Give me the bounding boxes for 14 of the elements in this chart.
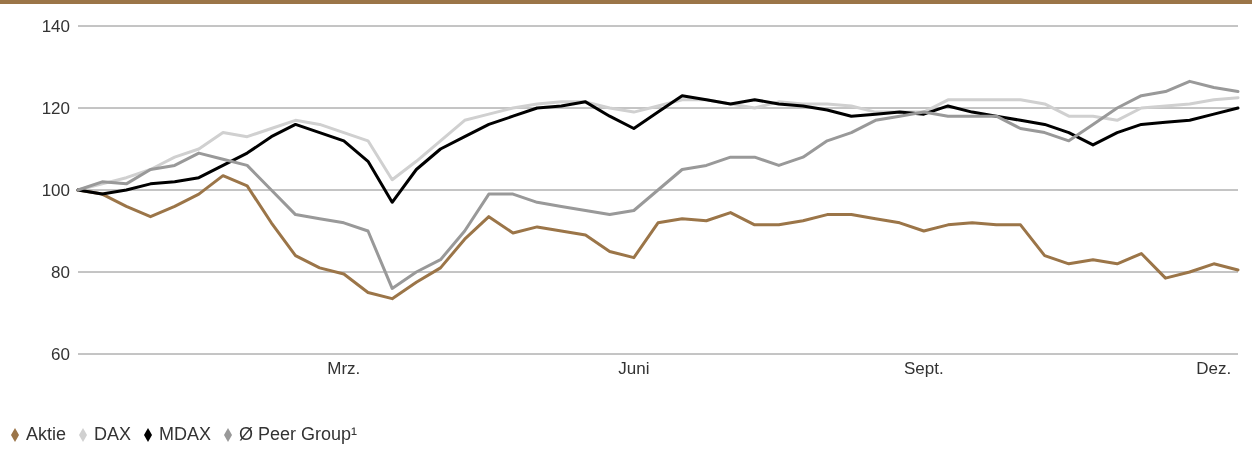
legend-label: MDAX — [159, 424, 212, 444]
x-tick-label: Sept. — [903, 359, 944, 379]
x-tick-label: Dez. — [1196, 359, 1232, 379]
y-tick-label: 80 — [51, 263, 70, 283]
y-tick-label: 60 — [51, 345, 70, 365]
line-series — [76, 79, 1240, 290]
y-tick-label: 100 — [41, 181, 70, 201]
x-tick-label: Juni — [618, 359, 650, 379]
y-tick-label: 120 — [41, 99, 70, 119]
legend-label: DAX — [94, 424, 132, 444]
y-tick-label: 140 — [41, 17, 70, 37]
legend-label: Ø Peer Group¹ — [239, 424, 358, 444]
legend-label: Aktie — [26, 424, 67, 444]
x-tick-label: Mrz. — [327, 359, 361, 379]
